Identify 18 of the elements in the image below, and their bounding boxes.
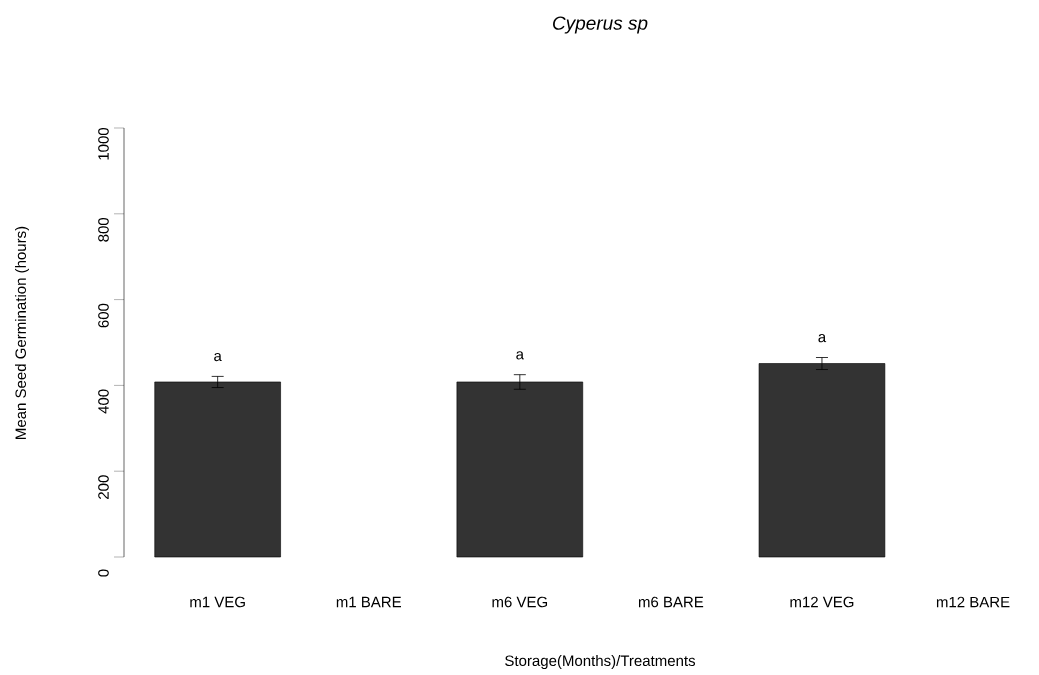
x-tick-label: m12 VEG [790,596,854,608]
annotation: a [516,351,524,360]
y-tick-label: 800 [98,217,109,242]
y-tick-label: 400 [98,389,109,414]
y-tick-label: 600 [98,303,109,328]
y-tick-label: 200 [98,475,109,499]
x-tick-label: m6 VEG [492,596,548,608]
y-tick-label: 1000 [98,127,109,160]
annotation: a [818,334,827,343]
annotation: a [214,352,222,362]
y-tick-label: 0 [98,569,109,577]
x-tick-label: m6 BARE [638,596,704,608]
chart-title: Cyperus sp [553,16,648,34]
x-axis-title: Storage(Months)/Treatments [505,655,696,669]
x-tick-label: m12 BARE [936,596,1010,608]
y-axis-title: Mean Seed Germination (hours) [15,226,29,439]
x-tick-label: m1 BARE [336,596,401,608]
x-tick-label: m1 VEG [190,596,245,608]
